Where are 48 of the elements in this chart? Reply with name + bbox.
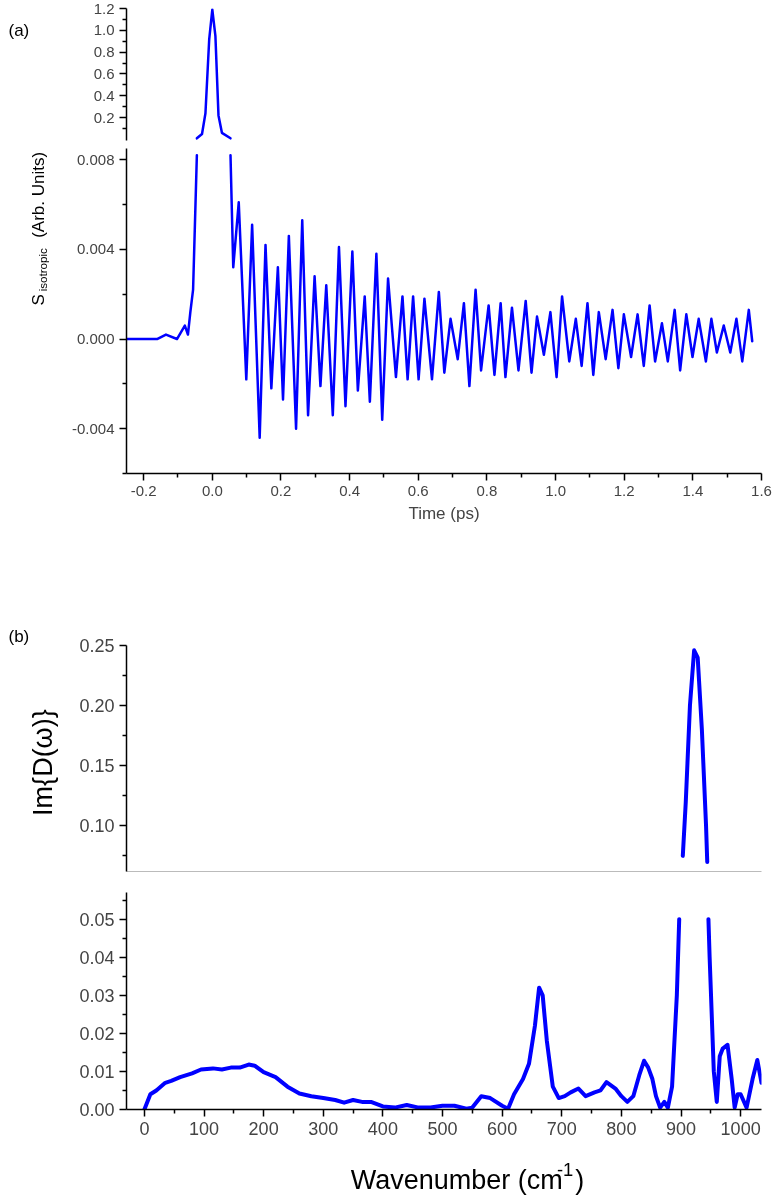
x-tick-label: 0.2 (270, 481, 292, 499)
y-tick-label: 0.6 (93, 64, 115, 82)
y-tick-label: 0.008 (76, 150, 115, 168)
y-tick-label: 0.02 (79, 1023, 115, 1044)
x-tick-label: 800 (606, 1118, 637, 1139)
x-tick-label: 1.0 (545, 481, 566, 499)
y-tick-label: 0.4 (93, 86, 115, 104)
y-tick-label: 0.04 (79, 947, 115, 968)
x-tick-label: 200 (248, 1118, 279, 1139)
x-tick-label: 300 (308, 1118, 339, 1139)
x-tick-label: 400 (367, 1118, 398, 1139)
y-tick-label: 0.25 (79, 636, 115, 656)
x-tick-label: 0.4 (339, 481, 361, 499)
y-tick-label: -0.004 (71, 419, 115, 437)
x-tick-label: 0.8 (476, 481, 498, 499)
y-tick-label: 0.03 (79, 985, 115, 1006)
y-tick-label: 0.004 (76, 240, 115, 258)
x-tick-label: 600 (487, 1118, 518, 1139)
y-axis-title: Sisotropic (Arb. Units) (29, 151, 50, 306)
line-series (680, 648, 710, 864)
x-axis-title: Time (ps) (408, 503, 480, 523)
x-tick-label: 1.4 (682, 481, 704, 499)
x-tick-label: 1.2 (613, 481, 635, 499)
x-tick-label: 0 (139, 1118, 150, 1139)
y-tick-label: 1.0 (93, 21, 115, 39)
y-axis-title: Im{D(ω)} (27, 709, 58, 816)
x-tick-label: 0.6 (407, 481, 429, 499)
x-tick-label: 1.6 (751, 481, 772, 499)
x-tick-label: 100 (189, 1118, 220, 1139)
x-tick-label: 900 (665, 1118, 697, 1139)
x-tick-label: 1000 (720, 1118, 761, 1139)
y-tick-label: 0.000 (76, 330, 115, 348)
y-tick-label: 0.05 (79, 909, 115, 930)
y-tick-label: 1.2 (93, 0, 115, 17)
y-tick-label: 0.00 (79, 1100, 115, 1120)
y-tick-label: 0.10 (79, 816, 115, 837)
y-tick-label: 0.15 (79, 756, 115, 777)
y-tick-label: 0.2 (93, 108, 115, 126)
x-tick-label: -0.2 (130, 481, 157, 499)
text: (b) (8, 627, 30, 646)
x-tick-label: 500 (427, 1118, 458, 1139)
y-tick-label: 0.8 (93, 43, 115, 61)
x-tick-label: 0.0 (201, 481, 223, 499)
x-tick-label: 700 (546, 1118, 577, 1139)
text: (a) (8, 21, 30, 40)
line-series (195, 8, 232, 140)
y-tick-label: 0.20 (79, 696, 115, 717)
y-tick-label: 0.01 (79, 1061, 115, 1082)
